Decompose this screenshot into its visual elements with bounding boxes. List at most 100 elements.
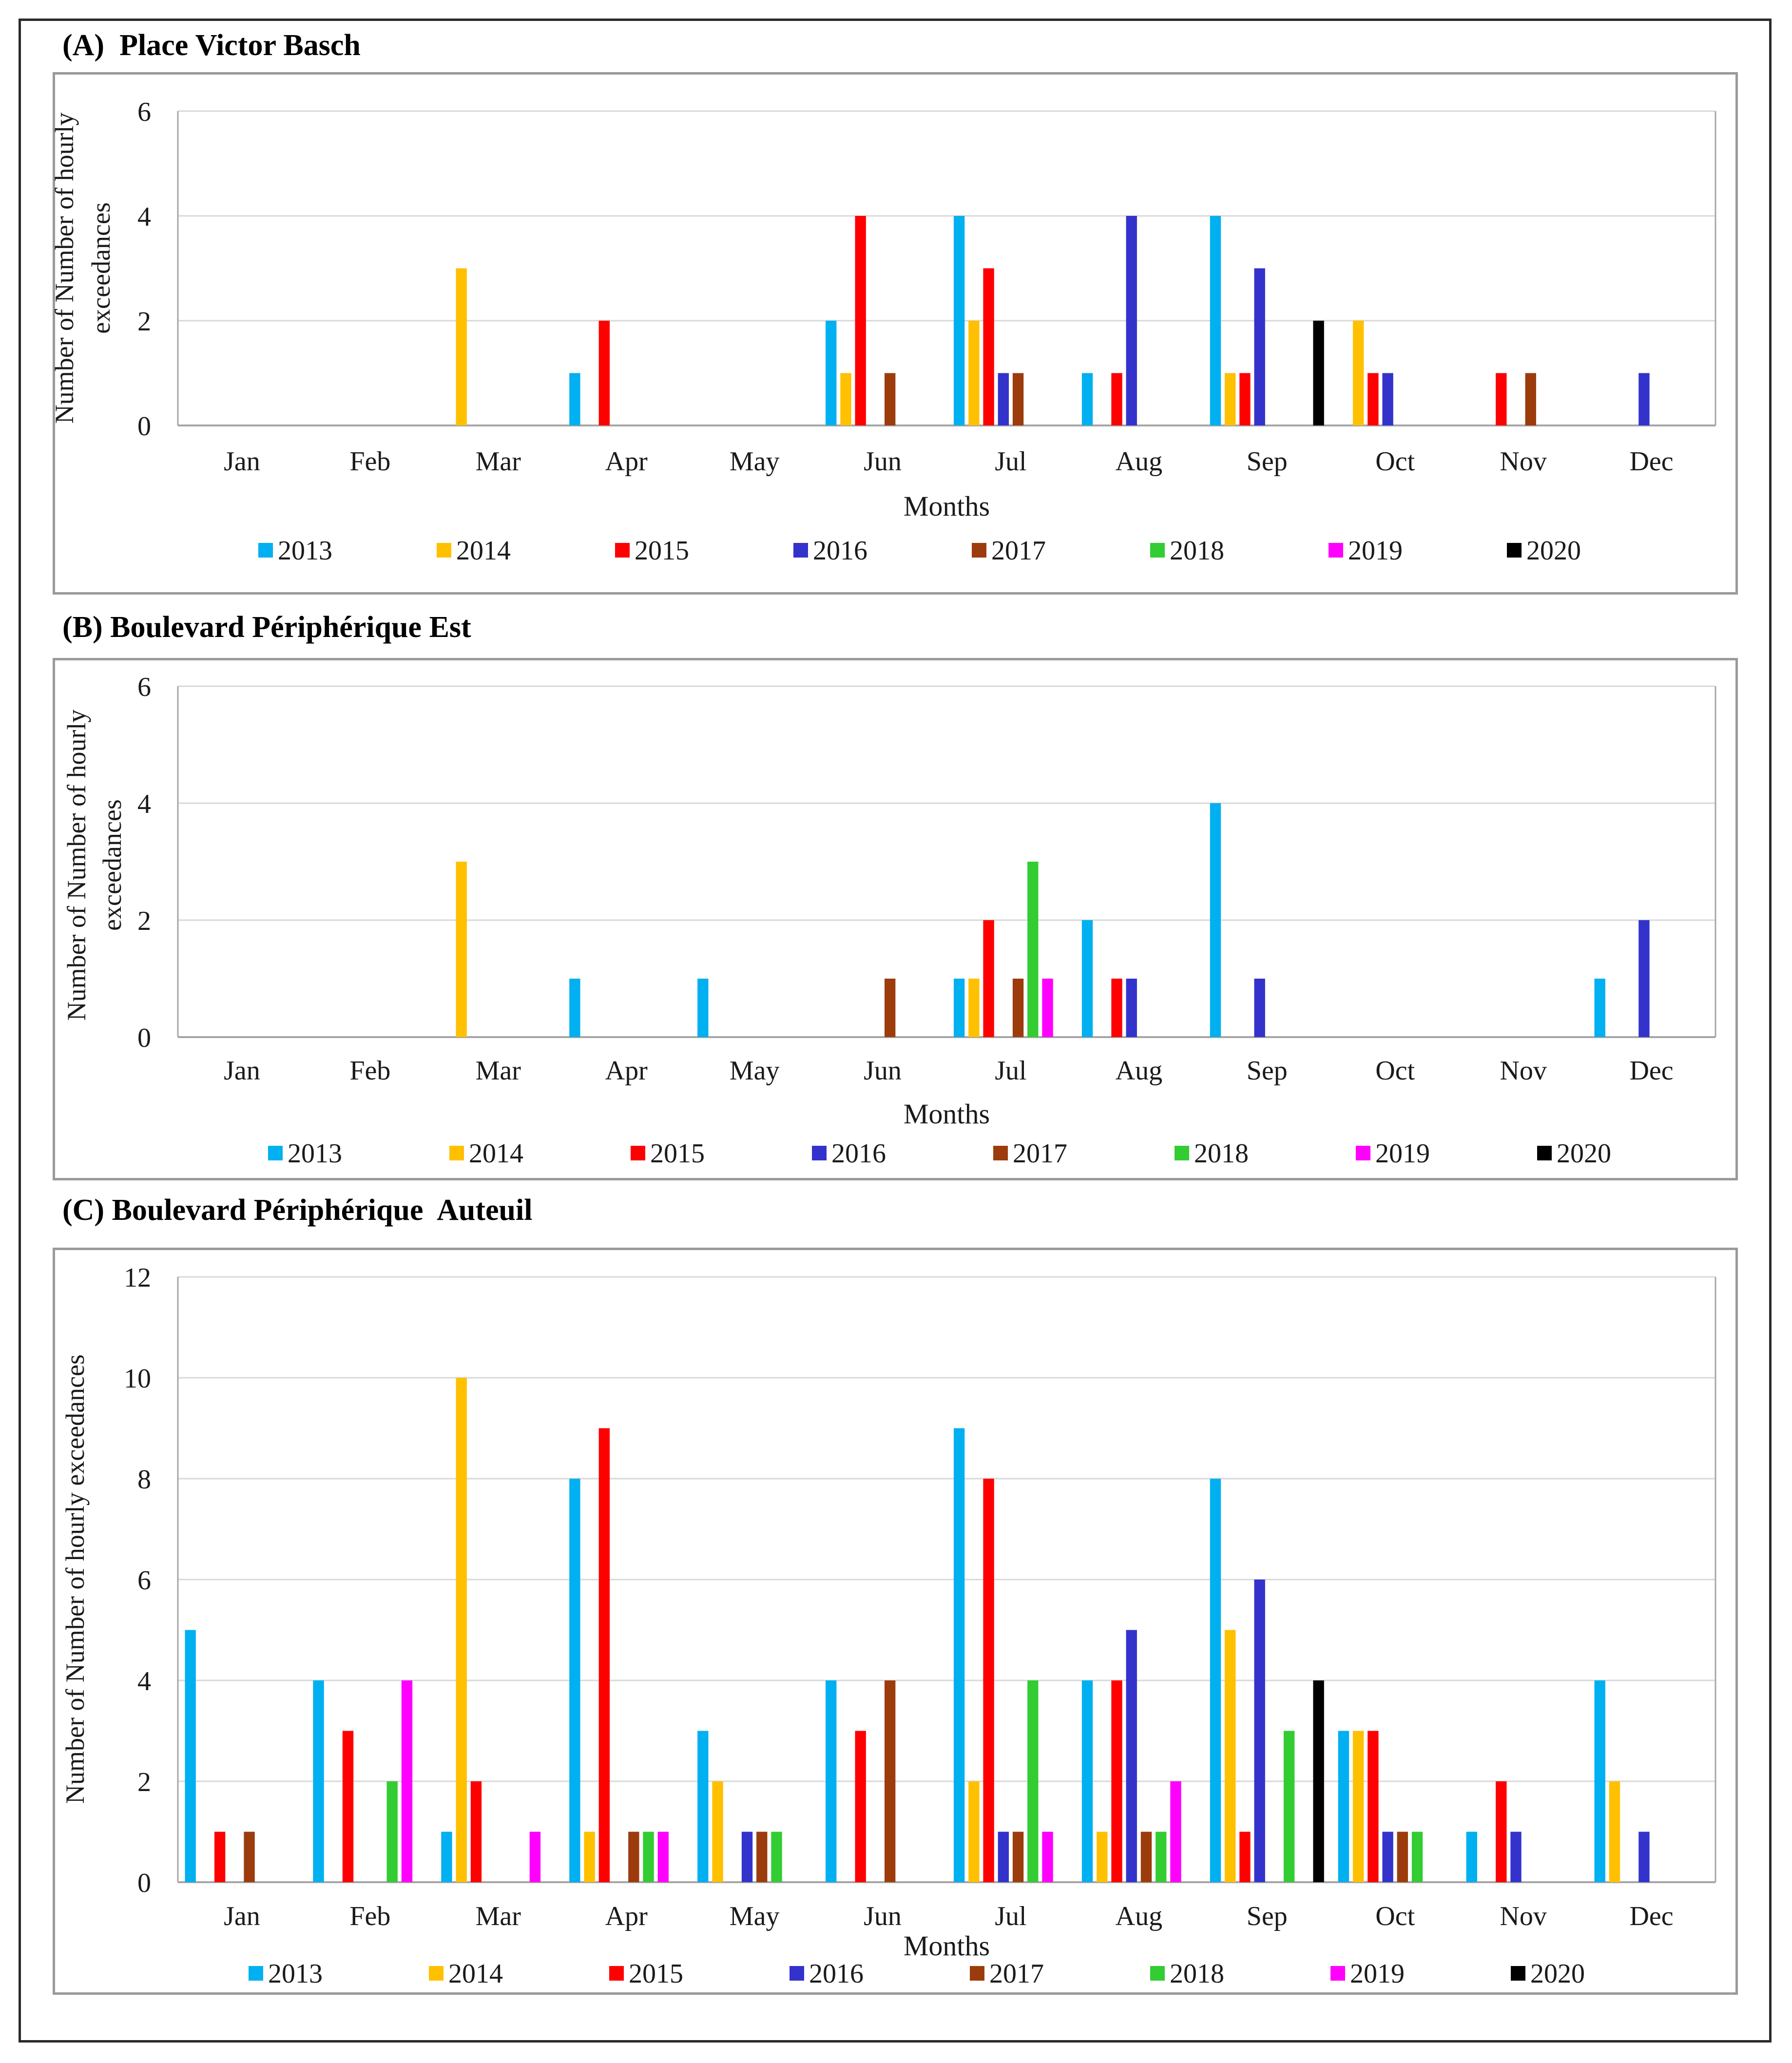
panel-a-x-tick-label: Sep — [1247, 446, 1288, 477]
panel-a-bar-2020-sep — [1313, 321, 1324, 425]
panel-b-bar-2016-aug — [1126, 979, 1137, 1037]
panel-c-bar-2014-may — [712, 1781, 723, 1882]
panel-c-legend-swatch-2018 — [1150, 1966, 1165, 1981]
panel-b-legend-swatch-2020 — [1537, 1146, 1552, 1160]
panel-a-x-tick-label: Aug — [1116, 446, 1162, 477]
panel-a-title: (A) Place Victor Basch — [62, 28, 361, 63]
panel-a-x-tick-label: Dec — [1629, 446, 1673, 477]
panel-c-bar-2013-dec — [1594, 1680, 1605, 1882]
panel-b-legend-swatch-2018 — [1175, 1146, 1189, 1160]
panel-c-plot: 0 2 4 6 8 10 12 Jan Feb Mar Apr May Jun Jul Aug Sep Oct N… — [60, 1263, 1716, 1989]
panel-a-legend-swatch-2017 — [972, 543, 986, 558]
panel-c-y-axis-label: Number of Number of hourly exceedances — [60, 1354, 90, 1804]
panel-a-legend-swatch-2019 — [1329, 543, 1343, 558]
panel-c-legend-label-2020: 2020 — [1530, 1959, 1585, 1989]
panel-c-bar-2019-mar — [529, 1832, 541, 1882]
panel-c-bar-2015-jun — [855, 1731, 866, 1882]
panel-c-y-tick-label: 10 — [124, 1364, 151, 1394]
panel-c-bar-2018-aug — [1156, 1832, 1167, 1882]
panel-b-legend-label-2014: 2014 — [469, 1138, 523, 1169]
panel-b-chart-box — [53, 658, 1738, 1180]
panel-c-bar-2014-jul — [968, 1781, 980, 1882]
panel-c-bar-2013-feb — [313, 1680, 324, 1882]
panel-b-x-tick-label: Feb — [349, 1056, 390, 1086]
panel-a-x-tick-label: May — [730, 446, 780, 477]
figure-frame — [19, 19, 1772, 2043]
panel-a-legend-swatch-2015 — [615, 543, 630, 558]
panel-a-legend-swatch-2018 — [1150, 543, 1165, 558]
panel-b-y-axis-label: Number of Number of hourly — [62, 710, 91, 1021]
panel-a-bar-2016-oct — [1382, 373, 1393, 425]
panel-c-bar-2013-sep — [1210, 1479, 1221, 1882]
panel-b-legend-swatch-2013 — [268, 1146, 283, 1160]
panel-c-legend-swatch-2015 — [609, 1966, 624, 1981]
panel-a-bar-2015-oct — [1368, 373, 1379, 425]
panel-c-bar-2018-oct — [1411, 1832, 1423, 1882]
panel-c-legend-swatch-2020 — [1511, 1966, 1525, 1981]
panel-c-bar-2020-sep — [1313, 1680, 1324, 1882]
panel-a-bar-2015-sep — [1239, 373, 1251, 425]
panel-b-legend-swatch-2017 — [993, 1146, 1008, 1160]
panel-c-bar-2013-jul — [953, 1428, 965, 1882]
panel-c-legend-swatch-2016 — [790, 1966, 804, 1981]
panel-c-bar-2013-nov — [1466, 1832, 1477, 1882]
panel-c-bar-2016-dec — [1638, 1832, 1650, 1882]
panel-b-bar-2016-dec — [1638, 920, 1650, 1037]
panel-c-y-tick-label: 8 — [137, 1465, 151, 1495]
panel-b-y-tick-label: 2 — [137, 906, 151, 936]
panel-c-x-tick-label: Mar — [476, 1901, 521, 1931]
panel-a-legend-swatch-2020 — [1507, 543, 1522, 558]
panel-c-y-tick-label: 0 — [137, 1868, 151, 1898]
panel-b-x-tick-label: Aug — [1116, 1056, 1162, 1086]
panel-c-bar-2017-jul — [1012, 1832, 1024, 1882]
panel-b-bar-2013-apr — [569, 979, 580, 1037]
panel-c-x-axis-label: Months — [904, 1930, 990, 1962]
panel-b-label: (B) — [62, 611, 103, 644]
panel-b-legend-swatch-2016 — [812, 1146, 827, 1160]
panel-c-title: (C) Boulevard Périphérique Auteuil — [62, 1193, 532, 1228]
panel-c-bar-2013-mar — [441, 1832, 452, 1882]
panel-b-x-tick-label: Sep — [1247, 1056, 1288, 1086]
panel-c-bar-2017-aug — [1140, 1832, 1152, 1882]
panel-c-legend-label-2016: 2016 — [809, 1959, 864, 1989]
panel-c-bar-2017-jan — [244, 1832, 255, 1882]
panel-b-x-axis-label: Months — [904, 1098, 990, 1130]
panel-c-x-tick-label: Apr — [605, 1901, 648, 1931]
panel-a-y-axis-label: exceedances — [86, 202, 116, 334]
panel-b-legend-label-2018: 2018 — [1194, 1138, 1249, 1169]
panel-b-x-tick-label: Jun — [864, 1056, 902, 1086]
panel-c-legend-label-2017: 2017 — [989, 1959, 1044, 1989]
panel-b-x-tick-label: Jan — [224, 1056, 260, 1086]
panel-b-x-tick-label: Nov — [1500, 1056, 1546, 1086]
panel-b-x-tick-label: Dec — [1629, 1056, 1673, 1086]
panel-c-bar-2016-oct — [1382, 1832, 1393, 1882]
panel-c-bar-2015-apr — [598, 1428, 610, 1882]
panel-c-x-tick-label: Sep — [1247, 1901, 1288, 1931]
panel-c-bar-2019-aug — [1170, 1781, 1181, 1882]
panel-c-x-tick-label: Jul — [995, 1901, 1026, 1931]
panel-b-x-tick-label: Jul — [995, 1056, 1026, 1086]
panel-a-x-tick-label: Apr — [605, 446, 648, 477]
panel-a-legend-label-2014: 2014 — [456, 536, 511, 566]
panel-b-legend-swatch-2015 — [631, 1146, 645, 1160]
panel-c-bar-2018-apr — [643, 1832, 654, 1882]
panel-c-bar-2014-dec — [1609, 1781, 1620, 1882]
panel-b-legend-label-2013: 2013 — [288, 1138, 342, 1169]
panel-c-legend-swatch-2014 — [429, 1966, 443, 1981]
panel-a-legend-label-2018: 2018 — [1170, 536, 1224, 566]
panel-c-bar-2015-nov — [1496, 1781, 1507, 1882]
panel-a-chart-box — [53, 72, 1738, 595]
panel-c-bar-2015-mar — [470, 1781, 482, 1882]
panel-a-x-tick-label: Oct — [1375, 446, 1415, 477]
panel-c-x-tick-label: Aug — [1116, 1901, 1162, 1931]
panel-c-bar-2016-nov — [1510, 1832, 1522, 1882]
panel-c-y-tick-label: 4 — [137, 1666, 151, 1697]
panel-c-bar-2013-apr — [569, 1479, 580, 1882]
panel-c-bar-2014-oct — [1352, 1731, 1364, 1882]
panel-a-bar-2015-apr — [598, 321, 610, 425]
panel-a-legend-swatch-2016 — [793, 543, 808, 558]
panel-b-y-tick-label: 0 — [137, 1023, 151, 1053]
panel-c-name: Boulevard Périphérique Auteuil — [112, 1194, 533, 1227]
panel-c-legend-label-2015: 2015 — [629, 1959, 683, 1989]
panel-c-bar-2017-jun — [884, 1680, 896, 1882]
